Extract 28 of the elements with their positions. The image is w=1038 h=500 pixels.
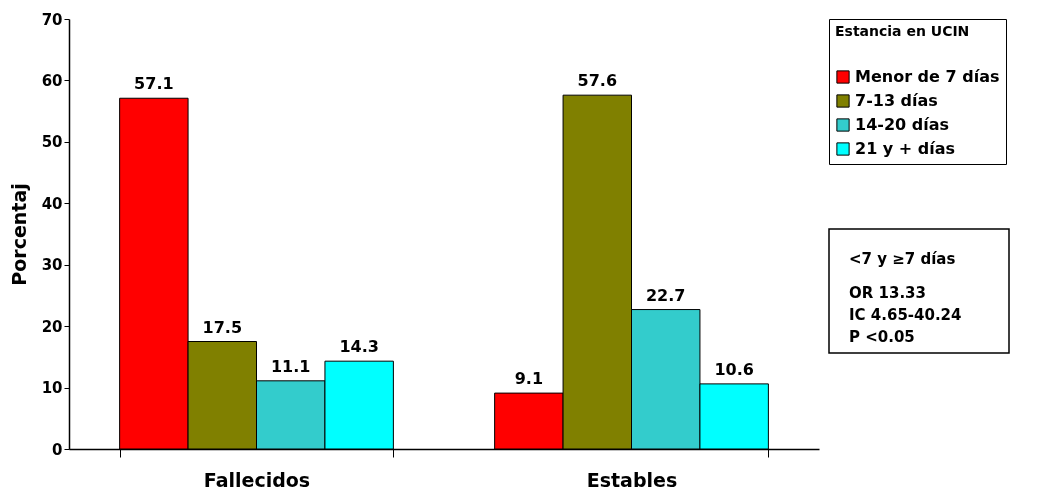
y-tick-label: 70 [41,10,63,29]
legend-label: Menor de 7 días [855,67,1000,86]
y-axis-title: Porcentaj [7,183,30,286]
text: <7 y ≥7 días [849,250,956,268]
x-tick-label: Fallecidos [203,468,311,491]
legend-label: 21 y + días [855,139,956,158]
y-tick-label: 60 [41,71,63,90]
y-tick-label: 40 [41,194,63,213]
x-tick-label: Estables [586,468,678,491]
data-label: 57.6 [577,71,618,91]
legend-label: 7-13 días [855,91,938,110]
text: P <0.05 [849,328,915,346]
y-tick-label: 50 [41,133,63,152]
data-label: 57.1 [134,74,174,94]
text: IC 4.65-40.24 [849,306,962,324]
legend-label: 14-20 días [855,115,949,134]
data-label: 17.5 [202,317,243,337]
y-tick-label: 0 [52,440,63,459]
data-label: 10.6 [714,359,754,379]
data-label: 11.1 [270,356,311,376]
legend-title: Estancia en UCIN [835,23,970,39]
data-label: 9.1 [514,369,544,389]
y-tick-label: 30 [41,256,63,275]
text: OR 13.33 [849,284,926,302]
y-tick-label: 20 [41,317,63,336]
data-label: 22.7 [645,285,686,305]
data-label: 14.3 [339,337,379,357]
y-tick-label: 10 [41,379,63,398]
